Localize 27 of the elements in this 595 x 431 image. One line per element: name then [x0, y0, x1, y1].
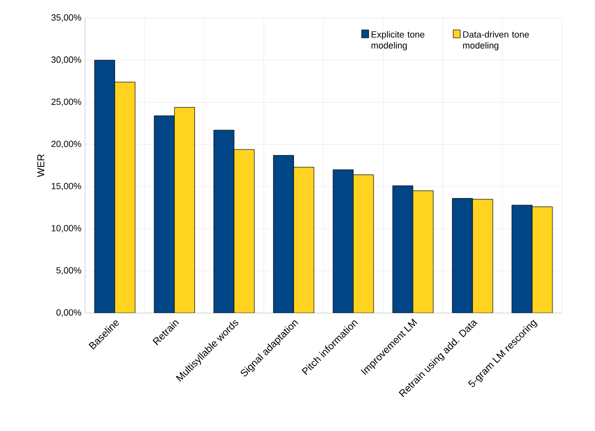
y-tick-label: 15,00%	[52, 182, 82, 190]
bar	[392, 185, 414, 313]
y-tick-label: 35,00%	[51, 14, 82, 22]
y-tick-label: 5,00%	[56, 267, 82, 275]
y-tick-label: 0,00%	[56, 309, 82, 317]
y-tick-label: 10,00%	[52, 225, 82, 232]
bar	[332, 169, 354, 313]
y-axis-title: WER	[37, 154, 44, 178]
bar	[532, 206, 553, 313]
legend-label: Data-driven tone modeling	[463, 31, 529, 50]
bar	[472, 198, 494, 313]
bar	[114, 82, 136, 313]
legend-label: Explicite tone modeling	[372, 31, 424, 50]
bar	[94, 60, 116, 313]
bar	[214, 130, 234, 313]
bar	[452, 198, 473, 313]
bar	[353, 174, 374, 313]
y-tick-label: 20,00%	[52, 140, 82, 148]
bar	[273, 155, 294, 313]
y-tick-label: 30,00%	[51, 56, 82, 64]
bar	[234, 149, 255, 313]
bar	[512, 204, 532, 313]
y-tick-label: 25,00%	[52, 98, 82, 106]
bar	[412, 190, 434, 313]
bar	[293, 166, 314, 313]
bar	[154, 116, 175, 313]
bar	[174, 107, 195, 313]
